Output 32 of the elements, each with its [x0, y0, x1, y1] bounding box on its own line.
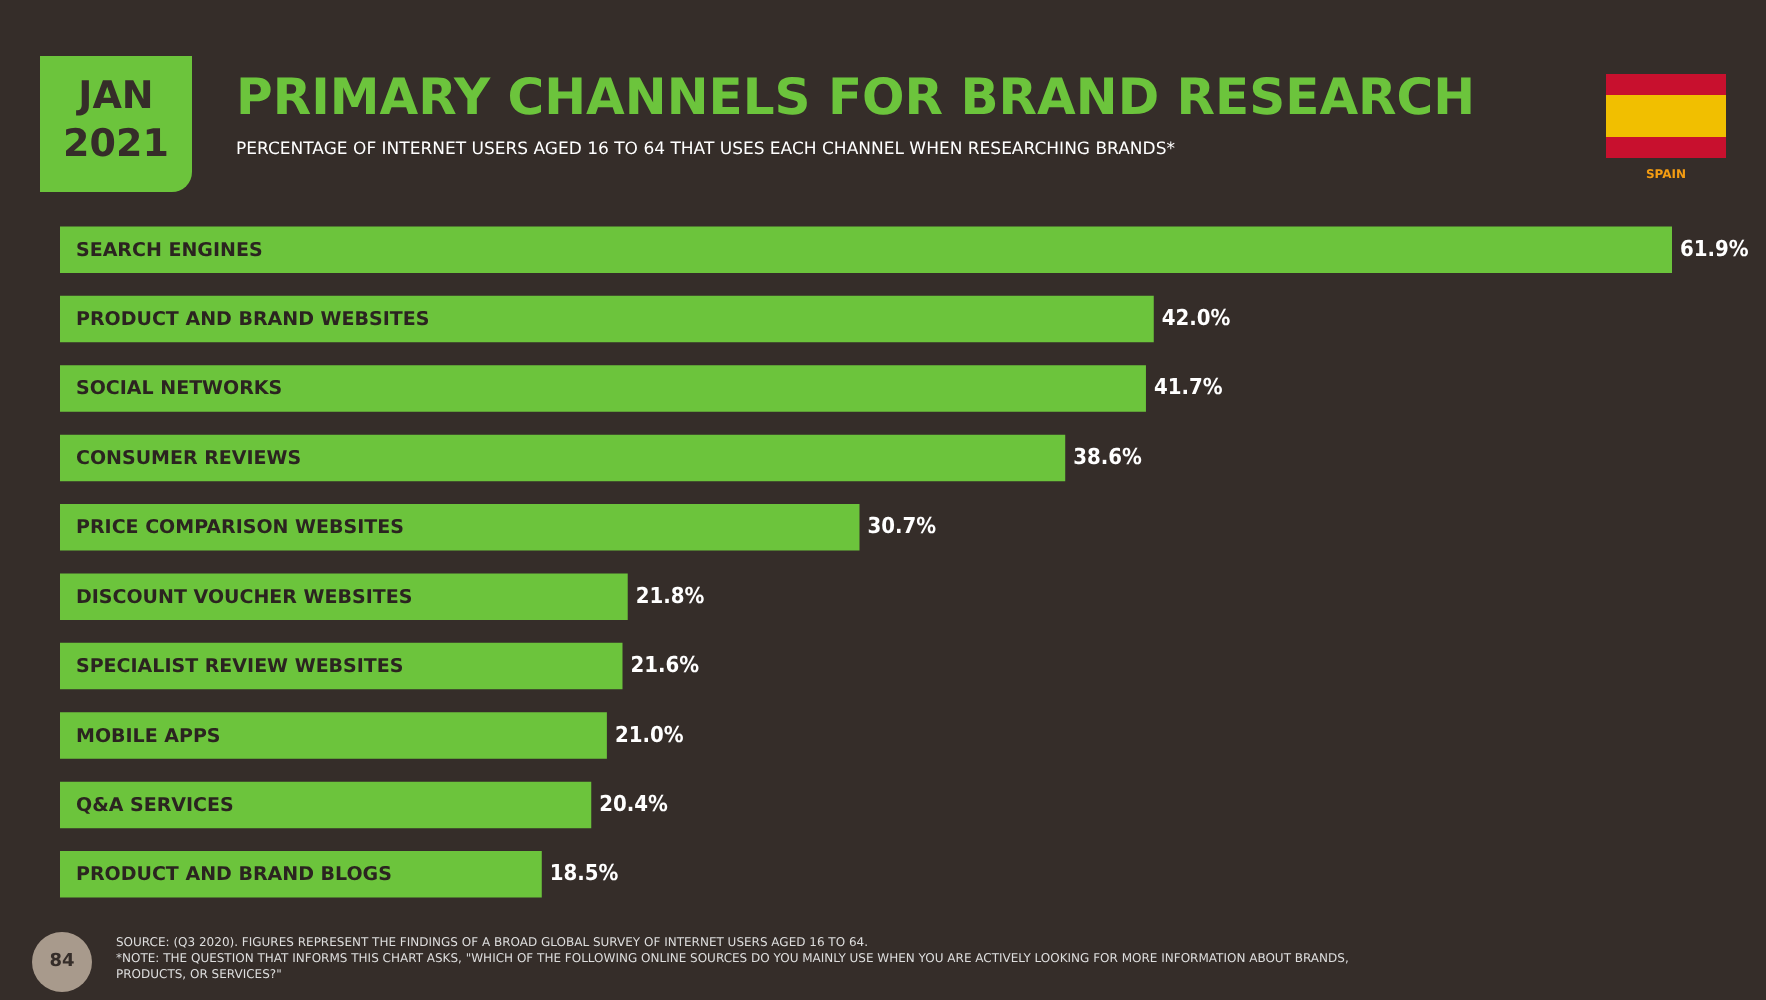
chart-subtitle: PERCENTAGE OF INTERNET USERS AGED 16 TO 64 THAT USES EACH CHANNEL WHEN RESEARCHING BRANDS* — [236, 140, 1175, 160]
bar — [60, 226, 1672, 273]
y-tick-label: PRODUCT AND BRAND BLOGS — [76, 864, 393, 887]
bar — [60, 781, 592, 829]
y-tick-label: SEARCH ENGINES — [76, 239, 263, 262]
y-tick-label: DISCOUNT VOUCHER WEBSITES — [76, 586, 413, 609]
chart-title: PRIMARY CHANNELS FOR BRAND RESEARCH — [236, 68, 1476, 126]
data-label: 42.0% — [1161, 305, 1231, 332]
data-label: 20.4% — [599, 790, 669, 817]
bar — [60, 365, 1146, 412]
data-label: 21.8% — [635, 582, 705, 609]
bar — [60, 295, 1154, 343]
y-tick-label: PRODUCT AND BRAND WEBSITES — [76, 309, 430, 332]
data-label: 41.7% — [1153, 374, 1223, 401]
data-label: 21.0% — [614, 721, 684, 748]
data-label: 30.7% — [867, 513, 937, 540]
y-tick-label: SPECIALIST REVIEW WEBSITES — [76, 656, 404, 679]
y-tick-label: SOCIAL NETWORKS — [76, 378, 283, 401]
text: 84 — [32, 932, 92, 992]
bar — [60, 573, 628, 620]
y-tick-label: PRICE COMPARISON WEBSITES — [76, 517, 405, 540]
bar — [60, 504, 860, 551]
data-label: 21.6% — [630, 652, 700, 679]
text: JAN 2021 — [61, 72, 171, 168]
y-tick-label: Q&A SERVICES — [76, 794, 235, 817]
bar — [60, 712, 607, 759]
data-label: 38.6% — [1073, 443, 1143, 470]
y-tick-label: MOBILE APPS — [76, 725, 221, 748]
bar — [60, 434, 1066, 482]
data-label: 18.5% — [549, 860, 619, 887]
data-label: 61.9% — [1680, 235, 1749, 262]
y-tick-label: CONSUMER REVIEWS — [76, 447, 302, 470]
